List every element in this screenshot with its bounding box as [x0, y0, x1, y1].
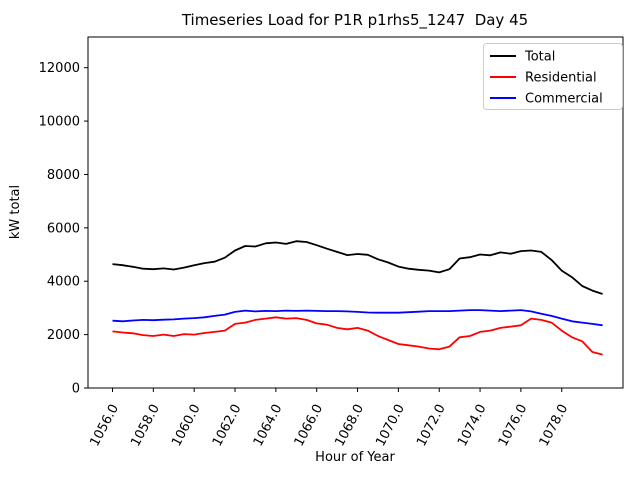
x-tick-label: 1056.0 [87, 402, 122, 449]
y-tick-label: 10000 [39, 115, 80, 130]
legend: Total Residential Commercial [483, 43, 623, 110]
x-tick-label: 1062.0 [210, 402, 245, 449]
x-tick-label: 1064.0 [251, 402, 286, 449]
legend-item-commercial: Commercial [490, 92, 603, 107]
commercial-series-line [112, 309, 603, 327]
legend-item-residential: Residential [490, 71, 597, 86]
legend-label-commercial: Commercial [525, 92, 603, 107]
x-tick-label: 1078.0 [537, 402, 572, 449]
x-tick-label: 1060.0 [169, 402, 204, 449]
x-tick-label: 1066.0 [292, 402, 327, 449]
x-tick-label: 1076.0 [496, 402, 531, 449]
y-tick-label: 12000 [39, 61, 80, 76]
chart-title: Timeseries Load for P1R p1rhs5_1247 Day … [181, 11, 528, 30]
x-tick-label: 1072.0 [414, 402, 449, 449]
residential-series-line [112, 316, 603, 356]
y-tick-label: 0 [72, 382, 80, 397]
y-axis-ticks: 0 2000 4000 6000 8000 10000 12000 [39, 61, 88, 397]
legend-frame [483, 43, 623, 110]
total-series-line [112, 240, 603, 295]
legend-item-total: Total [490, 50, 555, 65]
x-tick-label: 1070.0 [373, 402, 408, 449]
legend-label-residential: Residential [525, 71, 597, 86]
x-tick-label: 1074.0 [455, 402, 490, 449]
x-tick-label: 1068.0 [332, 402, 367, 449]
x-axis-label: Hour of Year [315, 450, 395, 465]
y-axis-label: kW total [8, 185, 23, 239]
x-tick-label: 1058.0 [128, 402, 163, 449]
y-tick-label: 8000 [47, 168, 80, 183]
plot-frame [87, 36, 624, 389]
y-tick-label: 6000 [47, 221, 80, 236]
y-tick-label: 4000 [47, 275, 80, 290]
legend-label-total: Total [524, 50, 555, 65]
y-tick-label: 2000 [47, 328, 80, 343]
x-axis-ticks: 1056.0 1058.0 1060.0 1062.0 1064.0 1066.0 1068… [87, 388, 571, 449]
